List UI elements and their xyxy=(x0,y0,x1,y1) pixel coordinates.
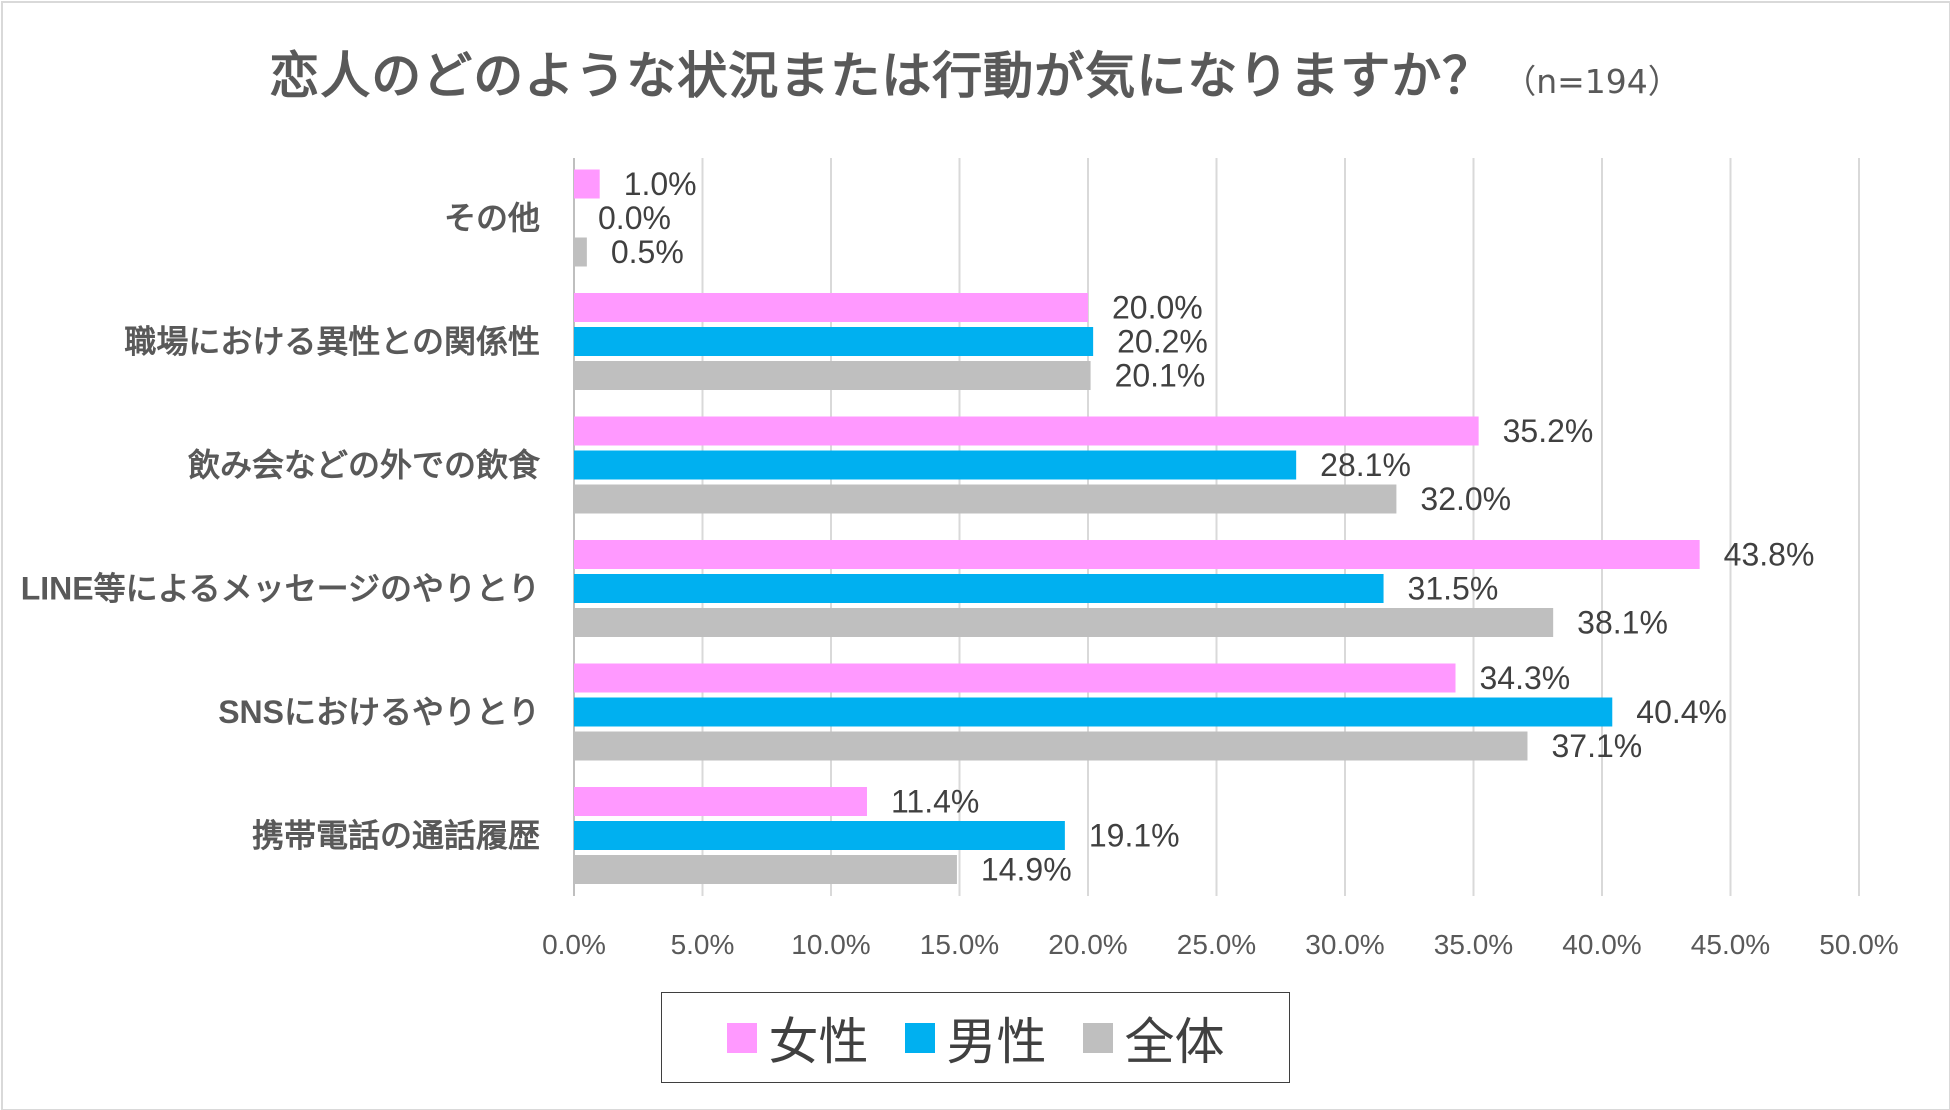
legend-swatch xyxy=(726,1022,757,1053)
data-label: 31.5% xyxy=(1408,571,1499,607)
bar-男性 xyxy=(574,574,1384,603)
data-label: 20.0% xyxy=(1112,290,1203,326)
bar-男性 xyxy=(574,450,1297,480)
legend-item: 女性 xyxy=(726,1002,869,1074)
x-tick-label: 20.0% xyxy=(1048,929,1127,960)
x-tick-label: 30.0% xyxy=(1305,929,1384,960)
bar-女性 xyxy=(574,416,1479,446)
x-tick-label: 5.0% xyxy=(671,929,735,960)
category-label: その他 xyxy=(444,200,540,236)
chart-title: 恋人のどのような状況または行動が気になりますか？ （n=194） xyxy=(0,36,1950,108)
data-label: 11.4% xyxy=(891,784,979,820)
legend-label: 男性 xyxy=(946,1012,1047,1071)
bar-全体 xyxy=(574,237,587,267)
x-tick-label: 10.0% xyxy=(791,929,870,960)
data-label: 0.5% xyxy=(611,234,684,270)
data-label: 43.8% xyxy=(1724,537,1815,573)
bar-全体 xyxy=(574,731,1528,761)
data-label: 1.0% xyxy=(624,166,697,202)
legend-item: 男性 xyxy=(904,1002,1047,1074)
category-label: SNSにおけるやりとり xyxy=(218,694,540,730)
legend-label: 全体 xyxy=(1124,1012,1225,1071)
bar-女性 xyxy=(574,293,1088,322)
x-tick-label: 40.0% xyxy=(1562,929,1641,960)
chart-subtitle: （n=194） xyxy=(1503,62,1681,101)
data-label: 40.4% xyxy=(1636,694,1727,730)
bar-女性 xyxy=(574,540,1700,569)
x-tick-label: 45.0% xyxy=(1691,929,1770,960)
data-label: 38.1% xyxy=(1577,605,1668,641)
x-tick-label: 25.0% xyxy=(1177,929,1256,960)
data-label: 14.9% xyxy=(981,852,1072,888)
bar-全体 xyxy=(574,361,1091,390)
x-tick-label: 50.0% xyxy=(1819,929,1898,960)
data-label: 0.0% xyxy=(598,200,671,236)
category-label: LINE等によるメッセージのやりとり xyxy=(21,571,540,607)
chart-title-text: 恋人のどのような状況または行動が気になりますか？ xyxy=(269,47,1494,105)
category-label: 飲み会などの外での飲食 xyxy=(188,447,541,483)
bar-女性 xyxy=(574,787,867,816)
bar-女性 xyxy=(574,169,600,199)
legend-swatch xyxy=(904,1022,935,1053)
bar-男性 xyxy=(574,697,1613,727)
legend-label: 女性 xyxy=(768,1012,869,1071)
legend: 女性 男性 全体 xyxy=(661,992,1290,1083)
bar-全体 xyxy=(574,484,1397,514)
data-label: 34.3% xyxy=(1480,660,1571,696)
bar-男性 xyxy=(574,821,1065,850)
data-label: 20.1% xyxy=(1115,358,1206,394)
data-label: 19.1% xyxy=(1089,818,1180,854)
bar-男性 xyxy=(574,327,1094,356)
bar-全体 xyxy=(574,855,957,884)
category-label: 携帯電話の通話履歴 xyxy=(252,818,540,854)
data-label: 28.1% xyxy=(1320,447,1411,483)
x-tick-label: 35.0% xyxy=(1434,929,1513,960)
data-label: 32.0% xyxy=(1420,481,1511,517)
x-tick-label: 0.0% xyxy=(542,929,606,960)
x-tick-label: 15.0% xyxy=(920,929,999,960)
legend-item: 全体 xyxy=(1082,1002,1225,1074)
data-label: 20.2% xyxy=(1117,324,1208,360)
category-label: 職場における異性との関係性 xyxy=(124,324,540,360)
data-label: 35.2% xyxy=(1503,413,1594,449)
legend-swatch xyxy=(1082,1022,1113,1053)
bar-全体 xyxy=(574,608,1554,637)
data-label: 37.1% xyxy=(1551,728,1642,764)
bar-女性 xyxy=(574,663,1456,693)
